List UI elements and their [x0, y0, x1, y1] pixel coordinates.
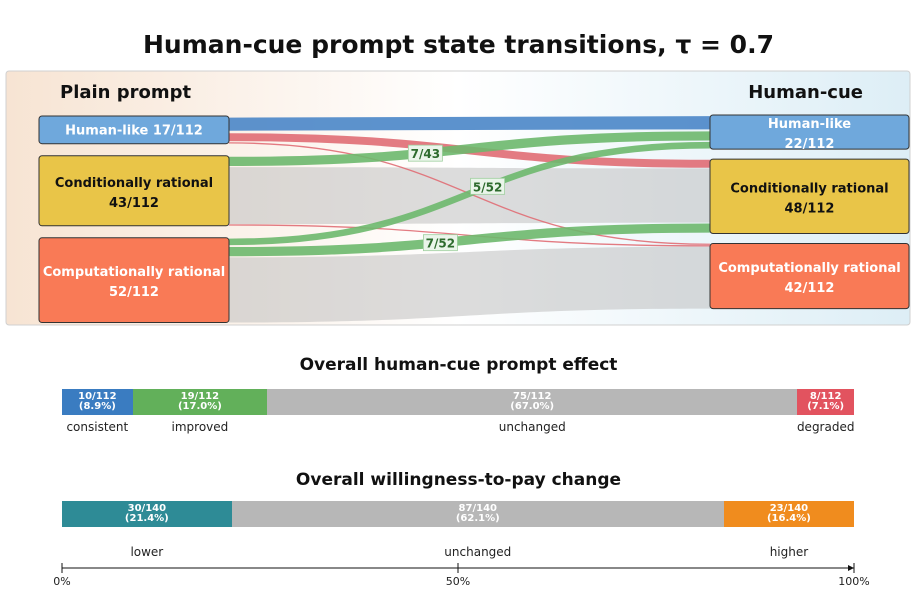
segment-count: 10/112 — [78, 391, 117, 402]
svg-text:5/52: 5/52 — [473, 180, 502, 194]
svg-text:43/112: 43/112 — [109, 196, 159, 211]
flows — [228, 116, 711, 323]
segment-label-degraded: degraded — [796, 420, 855, 434]
segment-count: 19/112 — [180, 391, 220, 402]
bar-segment-improved: 19/112 (17.0%) — [132, 389, 268, 415]
segment-percent: (17.0%) — [177, 401, 222, 412]
axis-tick-label: 100% — [838, 575, 869, 588]
segment-percent: (62.1%) — [455, 513, 500, 524]
segment-label-consistent: consistent — [66, 420, 129, 434]
left-node-cpr: Computationally rational 52/112 — [38, 237, 230, 324]
axis-tick-label: 0% — [53, 575, 70, 588]
svg-text:Human-like: Human-like — [768, 117, 851, 132]
segment-label-improved: improved — [171, 420, 229, 434]
flow-hl-to-hl — [228, 116, 711, 131]
segment-count: 87/140 — [458, 503, 497, 514]
segment-label-lower: lower — [130, 545, 164, 559]
segment-percent: (16.4%) — [766, 513, 811, 524]
svg-text:48/112: 48/112 — [785, 201, 835, 216]
segment-count: 23/140 — [769, 503, 809, 514]
segment-count: 75/112 — [512, 391, 552, 402]
svg-text:Conditionally rational: Conditionally rational — [55, 176, 213, 191]
flow-cpr-to-hl — [228, 141, 711, 246]
axis-arrow-icon — [848, 565, 854, 571]
effect-stacked-bar: 10/112 (8.9%) 19/112 (17.0%) 75/112 (67.0%) 8/… — [62, 389, 854, 415]
svg-text:42/112: 42/112 — [785, 281, 835, 296]
bar-segment-higher: 23/140 (16.4%) — [723, 501, 854, 527]
segment-label-higher: higher — [769, 545, 809, 559]
bar-segment-degraded: 8/112 (7.1%) — [797, 389, 854, 415]
bar-segment-unchanged: 87/140 (62.1%) — [231, 501, 724, 527]
svg-text:Human-like 17/112: Human-like 17/112 — [65, 123, 203, 138]
left-node-hl: Human-like 17/112 — [38, 115, 230, 145]
segment-count: 30/140 — [127, 503, 167, 514]
chart-title: Human-cue prompt state transitions, τ = … — [143, 30, 774, 59]
svg-text:Computationally rational: Computationally rational — [43, 265, 225, 280]
sankey-diagram: Plain prompt Human-cue 7/43 5/52 7/52 Human-l… — [5, 70, 911, 326]
right-node-hl: Human-like 22/112 — [709, 114, 910, 152]
segment-count: 8/112 — [809, 391, 842, 402]
svg-text:7/52: 7/52 — [426, 237, 455, 251]
right-node-cpr: Computationally rational 42/112 — [709, 243, 910, 310]
wtp-bar-title: Overall willingness-to-pay change — [295, 470, 622, 490]
flow-cpr-to-cpr — [229, 246, 710, 323]
segment-percent: (67.0%) — [510, 401, 555, 412]
bar-segment-lower: 30/140 (21.4%) — [62, 501, 232, 527]
effect-bar-title: Overall human-cue prompt effect — [299, 355, 618, 375]
left-header: Plain prompt — [60, 82, 192, 103]
segment-label-unchanged: unchanged — [498, 420, 566, 434]
flow-cpr-to-cr — [228, 223, 711, 257]
flow-label-cr-to-hl: 7/43 — [407, 144, 443, 162]
right-header: Human-cue — [748, 82, 863, 103]
wtp-stacked-bar: 30/140 (21.4%) 87/140 (62.1%) 23/140 (16.4%) — [62, 501, 854, 527]
axis-tick-label: 50% — [446, 575, 470, 588]
flow-label-cpr-to-cr: 7/52 — [422, 234, 458, 252]
segment-percent: (8.9%) — [78, 401, 116, 412]
left-node-cr: Conditionally rational 43/112 — [38, 155, 230, 227]
segment-label-unchanged: unchanged — [444, 545, 512, 559]
svg-text:52/112: 52/112 — [109, 285, 159, 300]
bar-segment-unchanged: 75/112 (67.0%) — [267, 389, 798, 415]
svg-text:7/43: 7/43 — [411, 147, 440, 161]
bar-segment-consistent: 10/112 (8.9%) — [62, 389, 133, 415]
svg-text:22/112: 22/112 — [785, 137, 835, 152]
flow-label-cpr-to-hl: 5/52 — [470, 177, 505, 195]
segment-percent: (7.1%) — [807, 401, 845, 412]
svg-text:Conditionally rational: Conditionally rational — [730, 181, 888, 196]
svg-text:Computationally rational: Computationally rational — [718, 261, 900, 276]
flow-cr-to-hl — [228, 131, 711, 167]
segment-percent: (21.4%) — [124, 513, 169, 524]
right-node-cr: Conditionally rational 48/112 — [709, 158, 910, 235]
